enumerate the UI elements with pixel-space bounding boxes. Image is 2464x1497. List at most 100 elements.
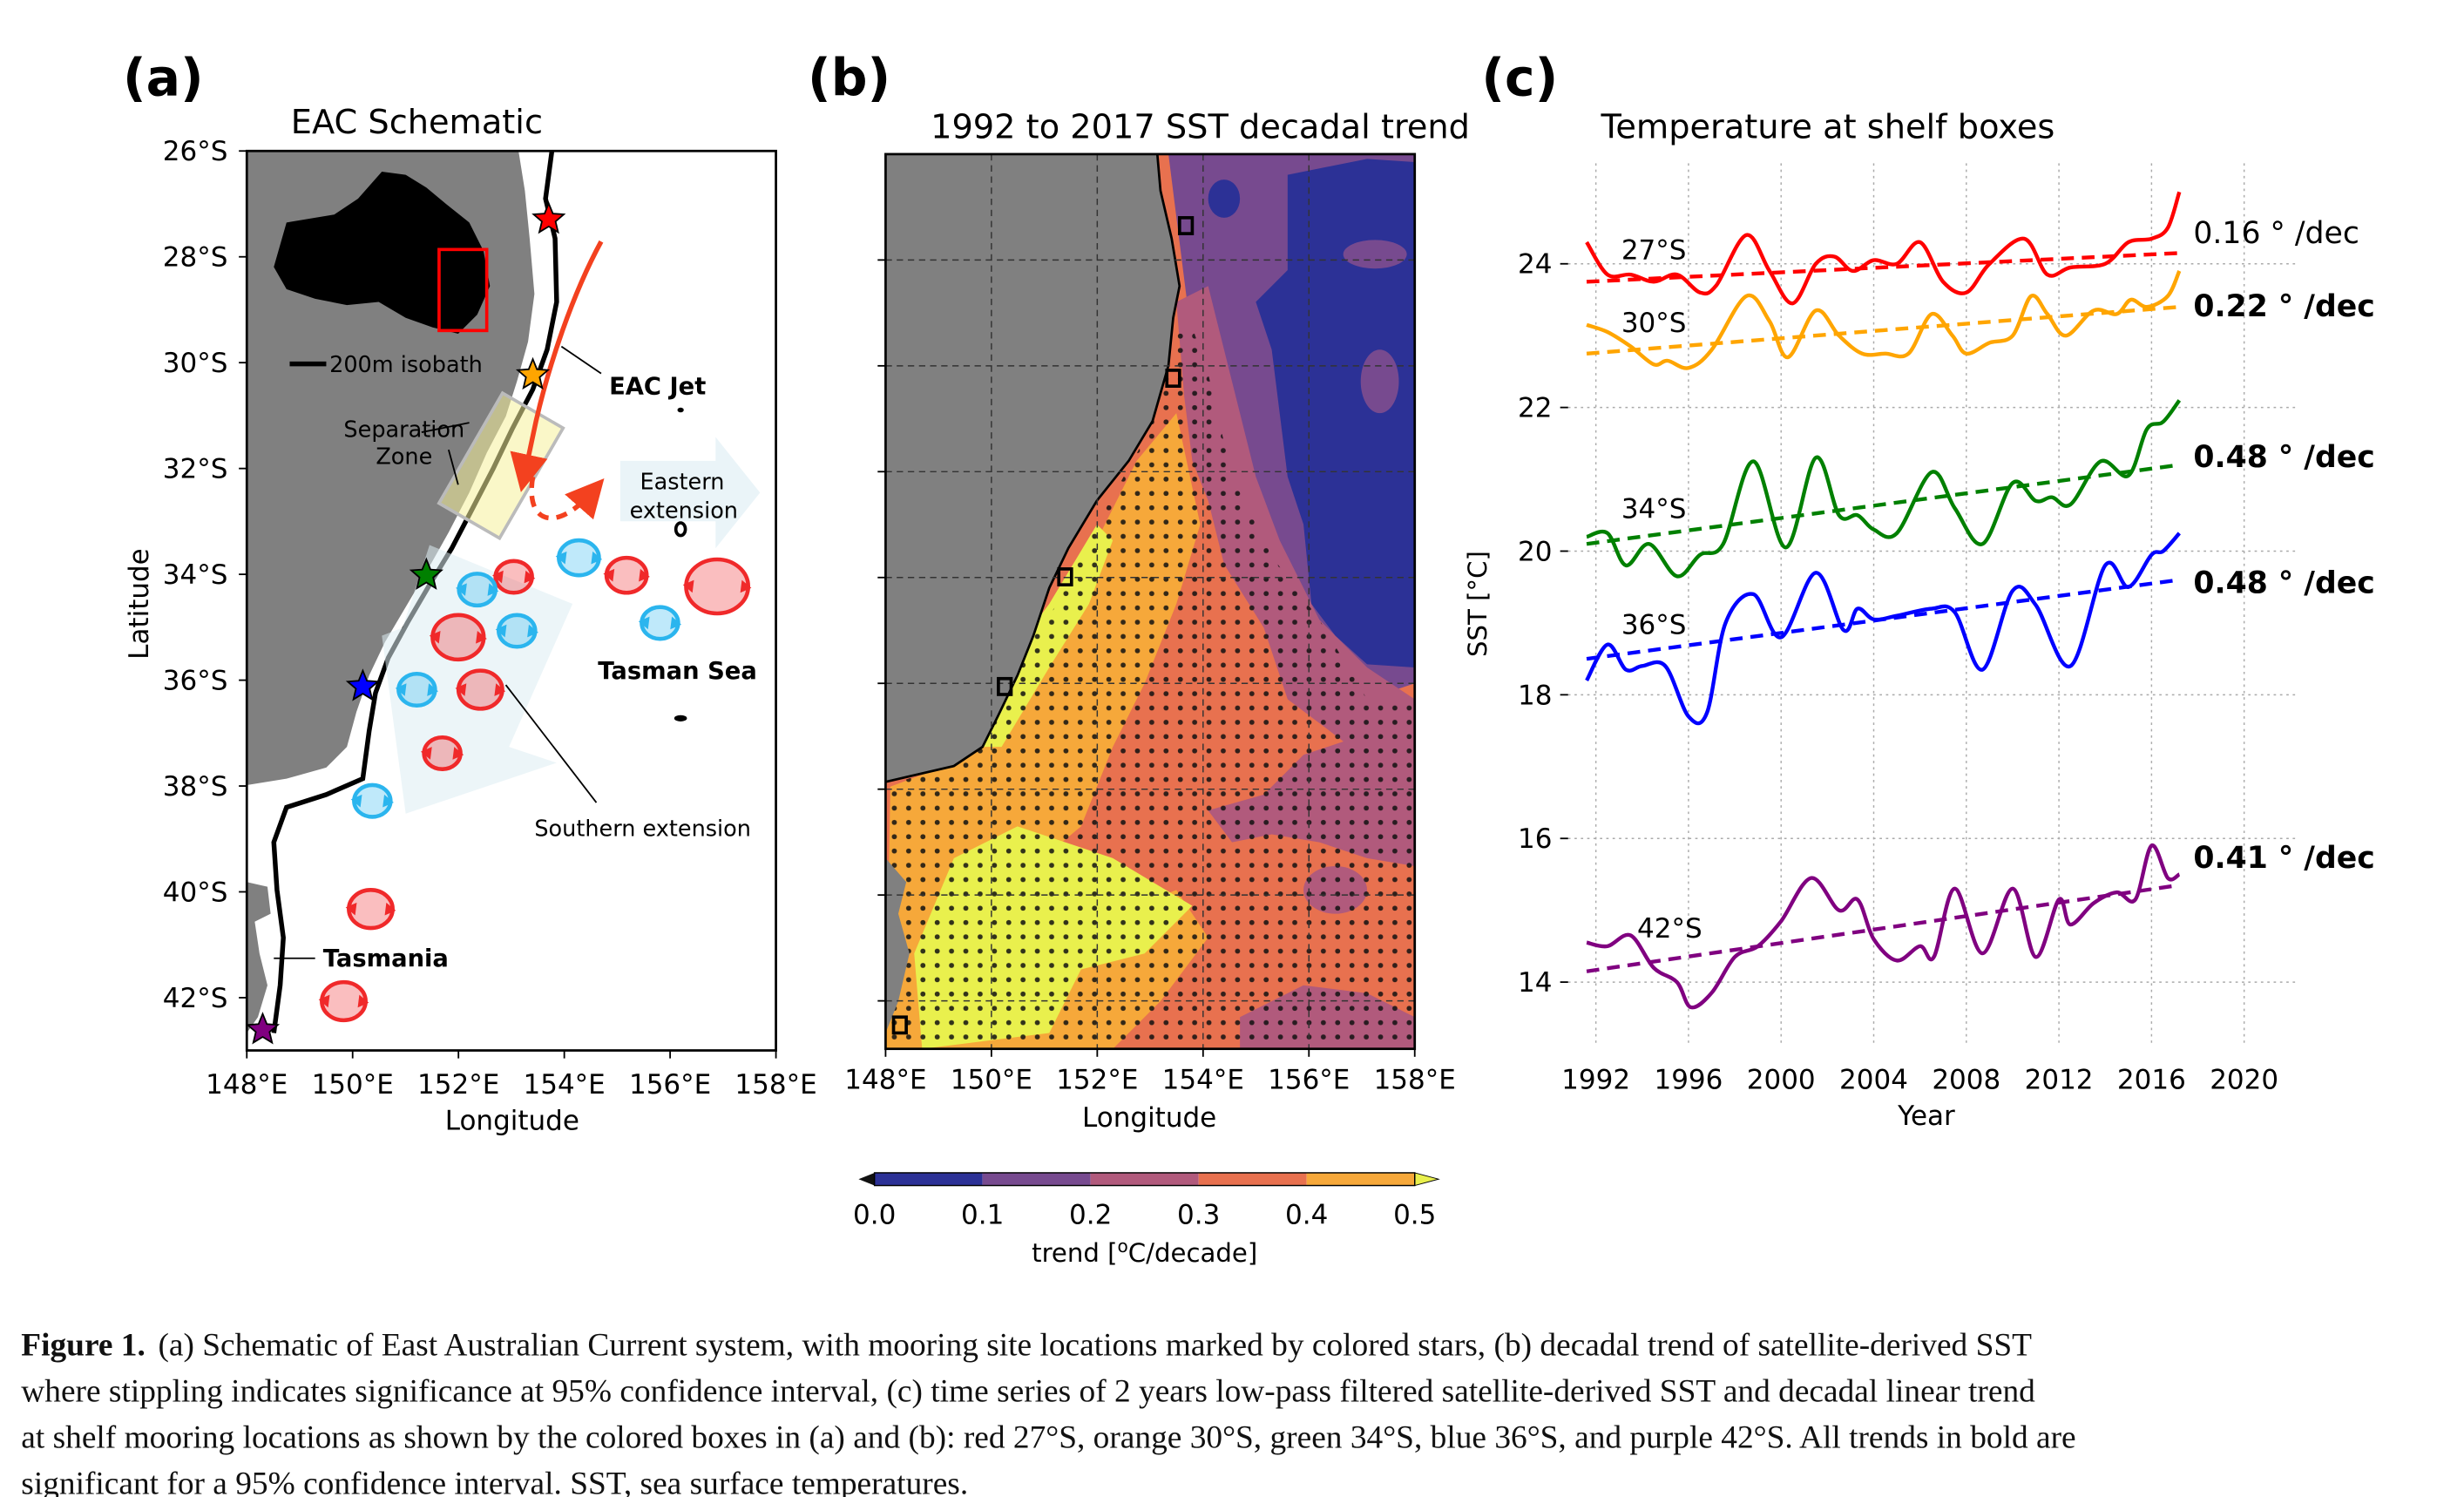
series-label: 36°S bbox=[1621, 610, 1687, 641]
series-label: 30°S bbox=[1621, 308, 1687, 339]
lon-tick-label: 158°E bbox=[1374, 1064, 1456, 1095]
trend-line bbox=[1586, 463, 2180, 546]
mooring-star-icon bbox=[409, 557, 443, 590]
panel-a-title: EAC Schematic bbox=[291, 103, 543, 142]
lon-tick-label: 152°E bbox=[1056, 1064, 1138, 1095]
cold-eddy-icon bbox=[350, 782, 394, 819]
cold-eddy-icon bbox=[555, 538, 603, 578]
inset-region-box bbox=[437, 247, 489, 333]
australia-inset bbox=[274, 171, 491, 334]
colorbar-tick-label: 0.4 bbox=[1285, 1199, 1328, 1230]
eac-jet-label: EAC Jet bbox=[609, 373, 706, 400]
eac-jet-arrow bbox=[510, 240, 604, 492]
mooring-star-icon bbox=[247, 1012, 281, 1045]
warm-eddy-icon bbox=[318, 979, 369, 1023]
lon-tick-label: 156°E bbox=[1268, 1064, 1350, 1095]
lat-tick-label: 28°S bbox=[163, 242, 228, 274]
colorbar-tick-label: 0.3 bbox=[1177, 1199, 1220, 1230]
trend-value-label: 0.16 ° /dec bbox=[2193, 216, 2359, 251]
tasman-sea-label: Tasman Sea bbox=[598, 658, 756, 685]
trend-line bbox=[1586, 305, 2180, 356]
y-tick-label: 20 bbox=[1518, 536, 1552, 567]
colorbar-tick-label: 0.0 bbox=[853, 1199, 896, 1230]
caption-line-3: at shelf mooring locations as shown by t… bbox=[21, 1419, 2075, 1455]
sst-trend-map bbox=[885, 153, 1415, 1049]
panel-a-ticks: 26°S 28°S 30°S 32°S 34°S 36°S 38°S 40°S 42°S 148°… bbox=[163, 136, 817, 1101]
mooring-stars bbox=[247, 201, 566, 1045]
warm-eddy-icon bbox=[420, 735, 464, 771]
panel-b-label: (b) bbox=[808, 48, 890, 107]
cold-eddy-icon bbox=[495, 613, 538, 649]
colorbar-segment bbox=[1198, 1172, 1307, 1186]
panel-c-label: (c) bbox=[1481, 48, 1558, 107]
mooring-box-icon bbox=[1057, 567, 1073, 586]
lat-tick-label: 42°S bbox=[163, 983, 228, 1014]
colorbar: 0.0 0.1 0.2 0.3 0.4 0.5 bbox=[853, 1172, 1440, 1230]
eddy-shedding-arrow bbox=[529, 476, 605, 521]
cold-eddy-icon bbox=[456, 572, 499, 608]
lat-tick-label: 38°S bbox=[163, 771, 228, 803]
tasmania-land bbox=[247, 882, 271, 1033]
caption-line-4: significant for a 95% confidence interva… bbox=[21, 1466, 968, 1497]
lat-tick-label: 36°S bbox=[163, 666, 228, 697]
colorbar-tick-label: 0.5 bbox=[1393, 1199, 1436, 1230]
colorbar-segment bbox=[1306, 1172, 1415, 1186]
x-tick-label: 2020 bbox=[2210, 1064, 2278, 1095]
separation-zone-label-1: Separation bbox=[343, 417, 464, 444]
x-tick-label: 1996 bbox=[1654, 1064, 1723, 1095]
eddies bbox=[318, 538, 752, 1023]
lon-tick-label: 148°E bbox=[206, 1069, 288, 1101]
warm-eddy-icon bbox=[492, 559, 536, 595]
caption-line-2: where stippling indicates significance a… bbox=[21, 1374, 2035, 1410]
trend-value-label: 0.22 ° /dec bbox=[2193, 289, 2374, 324]
trend-value-label: 0.48 ° /dec bbox=[2193, 440, 2374, 475]
lon-tick-label: 154°E bbox=[1162, 1064, 1244, 1095]
trend-value-label: 0.48 ° /dec bbox=[2193, 566, 2374, 600]
series-line bbox=[1585, 532, 2181, 726]
y-tick-label: 18 bbox=[1518, 680, 1552, 711]
y-tick-label: 24 bbox=[1518, 249, 1552, 281]
trend-line bbox=[1586, 578, 2180, 661]
mooring-star-icon bbox=[531, 201, 566, 234]
series-30s: 30°S 0.22 ° /dec bbox=[1586, 270, 2375, 370]
land-mask bbox=[885, 153, 1180, 782]
mooring-boxes bbox=[891, 216, 1195, 1035]
lon-tick-label: 148°E bbox=[844, 1064, 926, 1095]
panel-c: (c) Temperature at shelf boxes 1992 1996 2… bbox=[1463, 48, 2375, 1132]
trend-line bbox=[1586, 251, 2180, 284]
lat-tick-label: 34°S bbox=[163, 559, 228, 591]
x-tick-label: 2000 bbox=[1747, 1064, 1816, 1095]
warm-eddy-icon bbox=[345, 888, 396, 931]
cold-eddy-icon bbox=[395, 672, 439, 708]
colorbar-tick-label: 0.2 bbox=[1069, 1199, 1112, 1230]
series-line bbox=[1586, 399, 2182, 579]
lat-tick-label: 40°S bbox=[163, 877, 228, 908]
tasmania-label: Tasmania bbox=[323, 945, 449, 972]
lon-tick-label: 152°E bbox=[417, 1069, 499, 1101]
warm-eddy-icon bbox=[429, 613, 487, 662]
colorbar-min-extend bbox=[858, 1172, 875, 1186]
warm-eddy-icon bbox=[455, 668, 506, 711]
colorbar-segment bbox=[982, 1172, 1091, 1186]
series-42s: 42°S 0.41 ° /dec bbox=[1586, 841, 2375, 1010]
series-27s: 27°S 0.16 ° /dec bbox=[1585, 191, 2359, 306]
southern-extension-label: Southern extension bbox=[534, 816, 751, 842]
x-tick-label: 2016 bbox=[2117, 1064, 2186, 1095]
series-line bbox=[1585, 191, 2182, 306]
series-label: 27°S bbox=[1621, 234, 1687, 266]
y-tick-label: 22 bbox=[1518, 393, 1552, 424]
series-36s: 36°S 0.48 ° /dec bbox=[1585, 532, 2375, 726]
mooring-box-icon bbox=[891, 1015, 908, 1035]
sst-timeseries-chart: 1992 1996 2000 2004 2008 2012 2016 2020 14 16 18 20… bbox=[1518, 163, 2375, 1095]
panel-a-label: (a) bbox=[123, 48, 204, 107]
colorbar-max-extend bbox=[1414, 1172, 1440, 1187]
lat-tick-label: 30°S bbox=[163, 348, 228, 379]
trend-line bbox=[1586, 883, 2180, 973]
mooring-box-icon bbox=[1177, 216, 1195, 235]
lon-tick-label: 150°E bbox=[951, 1064, 1032, 1095]
y-tick-label: 16 bbox=[1518, 823, 1552, 855]
series-line bbox=[1586, 270, 2182, 370]
panel-a-ylabel: Latitude bbox=[124, 548, 155, 660]
mooring-star-icon bbox=[515, 356, 551, 390]
